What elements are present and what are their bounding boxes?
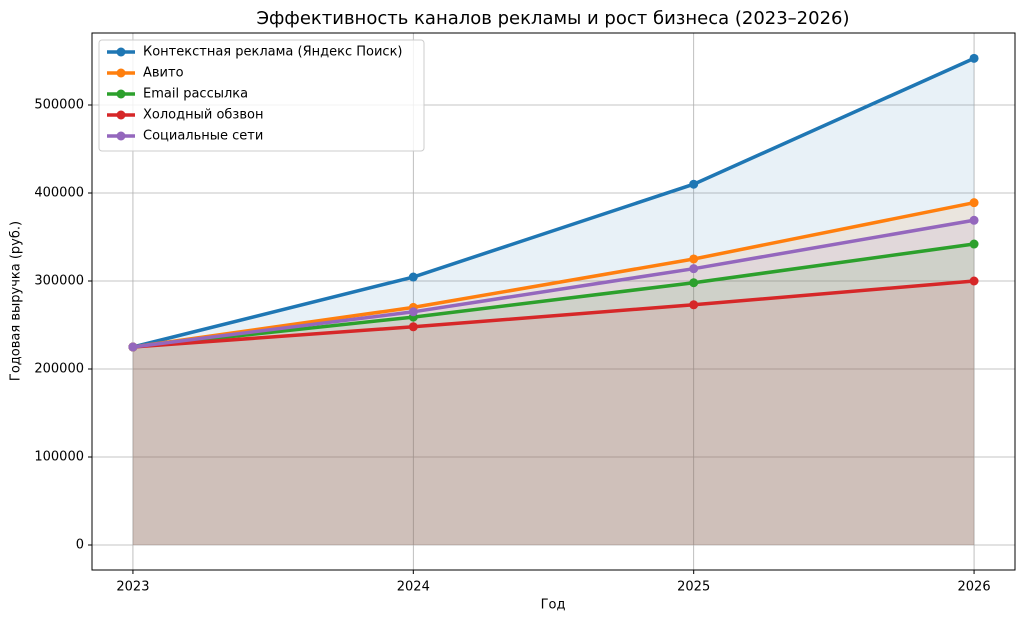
legend-marker: [116, 89, 126, 99]
point: [408, 322, 418, 332]
point: [408, 307, 418, 317]
x-tick-label: 2023: [116, 580, 149, 595]
y-tick-label: 500000: [34, 97, 84, 112]
point: [408, 272, 418, 282]
y-tick-label: 100000: [34, 450, 84, 465]
point: [969, 198, 979, 208]
y-tick-label: 200000: [34, 361, 84, 376]
legend-marker: [116, 131, 126, 141]
x-tick-label: 2024: [397, 580, 430, 595]
point: [969, 215, 979, 225]
y-tick-label: 400000: [34, 185, 84, 200]
series-line: [132, 242, 975, 349]
point: [689, 300, 699, 310]
series-line: [132, 56, 975, 349]
legend-label: Контекстная реклама (Яндекс Поиск): [143, 45, 403, 60]
legend-box: [98, 39, 425, 152]
x-tick-label: 2025: [677, 580, 710, 595]
point: [689, 254, 699, 264]
point: [969, 239, 979, 249]
y-tick-label: 300000: [34, 273, 84, 288]
chart-title: Эффективность каналов рекламы и рост биз…: [256, 8, 849, 29]
legend-marker: [116, 110, 126, 120]
point: [128, 342, 138, 352]
point: [969, 276, 979, 286]
legend-label: Авито: [143, 66, 184, 81]
legend-marker: [116, 68, 126, 78]
legend: Контекстная реклама (Яндекс Поиск) Авито E…: [98, 39, 425, 152]
series-line: [132, 218, 975, 349]
plot-frame: [91, 32, 1016, 571]
point: [689, 264, 699, 274]
area-fill: [132, 280, 975, 546]
series-line: [132, 279, 975, 349]
legend-marker: [116, 47, 126, 57]
area-fill: [132, 202, 975, 546]
y-tick-label: 0: [76, 538, 84, 553]
point: [969, 53, 979, 63]
area-fill: [132, 244, 975, 546]
area-fill: [132, 220, 975, 546]
legend-label: Социальные сети: [143, 129, 263, 144]
point: [689, 179, 699, 189]
legend-label: Холодный обзвон: [143, 108, 263, 123]
x-axis-label: Год: [541, 598, 566, 613]
point: [689, 278, 699, 288]
x-tick-label: 2026: [958, 580, 991, 595]
legend-label: Email рассылка: [143, 87, 248, 102]
y-axis-label: Годовая выручка (руб.): [9, 221, 24, 381]
series-line: [132, 200, 975, 349]
